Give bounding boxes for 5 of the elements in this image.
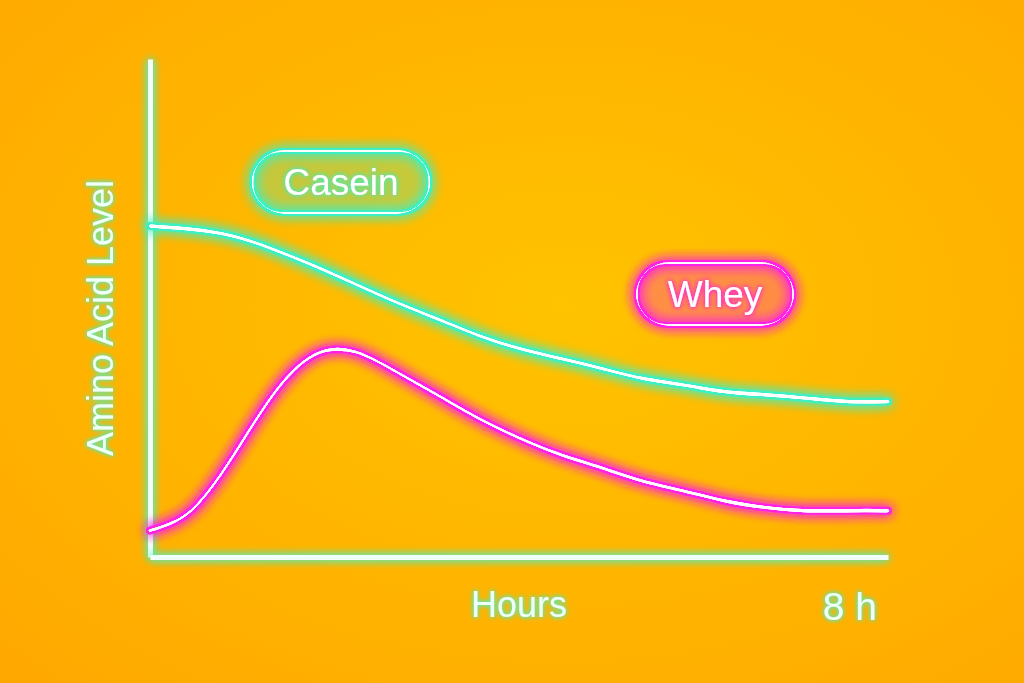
y-axis-title: Amino Acid Level	[80, 179, 121, 457]
x-axis-title: Hours	[470, 584, 568, 625]
text: Whey	[667, 274, 763, 316]
series-label: Casein	[283, 162, 399, 204]
text: 8 h	[822, 585, 877, 628]
